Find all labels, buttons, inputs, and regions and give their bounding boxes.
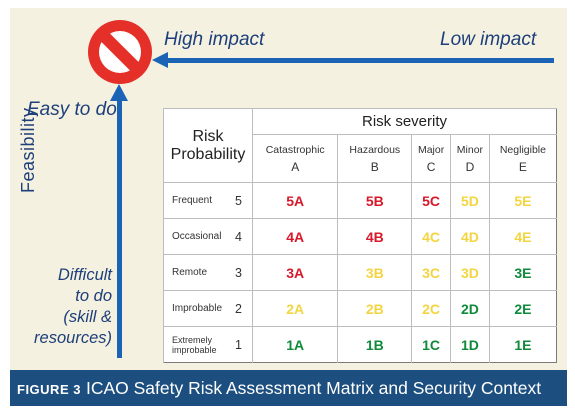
severity-name: Negligible xyxy=(499,143,546,156)
probability-label: Improbable 2 xyxy=(163,290,253,327)
risk-cell: 4B xyxy=(337,218,412,255)
severity-name: Hazardous xyxy=(349,143,401,156)
prohibition-icon xyxy=(88,20,152,84)
difficult-line-1: Difficult xyxy=(57,266,112,284)
risk-cell: 4A xyxy=(251,218,338,255)
figure-number: FIGURE 3 xyxy=(17,382,81,397)
severity-header-e: Negligible E xyxy=(488,134,557,183)
risk-cell: 2C xyxy=(411,290,451,327)
probability-row-1: Extremely improbable 1 1A 1B 1C 1D 1E xyxy=(163,326,557,363)
severity-header-a: Catastrophic A xyxy=(251,134,338,183)
risk-matrix: Risk Probability Risk severity Catastrop… xyxy=(163,108,557,363)
risk-cell: 3D xyxy=(450,254,490,291)
difficult-line-3: (skill & xyxy=(63,308,112,326)
high-impact-label: High impact xyxy=(164,29,265,50)
probability-number: 1 xyxy=(235,337,242,352)
severity-letter: E xyxy=(518,159,527,174)
probability-number: 5 xyxy=(235,193,242,208)
probability-number: 4 xyxy=(235,229,242,244)
probability-name: Improbable xyxy=(172,303,223,314)
risk-cell: 1A xyxy=(251,326,338,363)
probability-label: Occasional 4 xyxy=(163,218,253,255)
probability-number: 2 xyxy=(235,301,242,316)
probability-label: Extremely improbable 1 xyxy=(163,326,253,363)
risk-cell: 1C xyxy=(411,326,451,363)
probability-row-3: Remote 3 3A 3B 3C 3D 3E xyxy=(163,254,557,291)
impact-arrow-shaft xyxy=(166,58,554,63)
risk-cell: 2D xyxy=(450,290,490,327)
risk-cell: 3B xyxy=(337,254,412,291)
severity-letter: D xyxy=(465,159,475,174)
risk-cell: 3C xyxy=(411,254,451,291)
risk-cell: 3A xyxy=(251,254,338,291)
easy-to-do-label: Easy to do xyxy=(27,99,117,120)
figure-caption-text: ICAO Safety Risk Assessment Matrix and S… xyxy=(85,378,542,398)
severity-letter: A xyxy=(291,159,300,174)
feasibility-arrowhead xyxy=(110,84,128,101)
severity-name: Catastrophic xyxy=(265,143,325,156)
severity-letter: C xyxy=(426,159,436,174)
risk-cell: 2E xyxy=(488,290,557,327)
risk-probability-header-line-2: Probability xyxy=(170,145,246,163)
probability-label: Remote 3 xyxy=(163,254,253,291)
severity-name: Minor xyxy=(456,143,484,156)
risk-cell: 4E xyxy=(488,218,557,255)
feasibility-axis-label: Feasibility xyxy=(18,107,38,193)
probability-name: Frequent xyxy=(172,195,213,206)
probability-row-5: Frequent 5 5A 5B 5C 5D 5E xyxy=(163,182,557,219)
probability-name: Extremely improbable xyxy=(172,334,217,355)
risk-cell: 2A xyxy=(251,290,338,327)
severity-header-d: Minor D xyxy=(450,134,490,183)
impact-arrowhead xyxy=(152,52,168,68)
risk-cell: 4C xyxy=(411,218,451,255)
risk-cell: 5D xyxy=(450,182,490,219)
severity-name: Major xyxy=(417,143,445,156)
probability-row-4: Occasional 4 4A 4B 4C 4D 4E xyxy=(163,218,557,255)
severity-header-b: Hazardous B xyxy=(337,134,412,183)
risk-probability-header-line-1: Risk xyxy=(192,127,224,145)
probability-name: Remote xyxy=(172,267,208,278)
risk-cell: 1D xyxy=(450,326,490,363)
low-impact-label: Low impact xyxy=(440,29,537,50)
difficult-line-4: resources) xyxy=(34,329,112,347)
risk-cell: 4D xyxy=(450,218,490,255)
risk-cell: 5C xyxy=(411,182,451,219)
risk-cell: 1B xyxy=(337,326,412,363)
risk-cell: 5A xyxy=(251,182,338,219)
probability-row-2: Improbable 2 2A 2B 2C 2D 2E xyxy=(163,290,557,327)
difficult-line-2: to do xyxy=(75,287,112,305)
risk-cell: 5B xyxy=(337,182,412,219)
probability-label: Frequent 5 xyxy=(163,182,253,219)
risk-cell: 1E xyxy=(488,326,557,363)
severity-header-c: Major C xyxy=(411,134,451,183)
risk-severity-header: Risk severity xyxy=(252,108,557,135)
risk-cell: 3E xyxy=(488,254,557,291)
risk-probability-header: Risk Probability xyxy=(163,108,253,183)
probability-name: Occasional xyxy=(172,231,222,242)
severity-letter: B xyxy=(370,159,379,174)
difficult-to-do-label: Difficult to do (skill & resources) xyxy=(22,265,112,349)
feasibility-arrow-shaft xyxy=(117,100,122,358)
risk-cell: 5E xyxy=(488,182,557,219)
risk-cell: 2B xyxy=(337,290,412,327)
probability-number: 3 xyxy=(235,265,242,280)
figure-caption: FIGURE 3 ICAO Safety Risk Assessment Matr… xyxy=(10,370,567,406)
